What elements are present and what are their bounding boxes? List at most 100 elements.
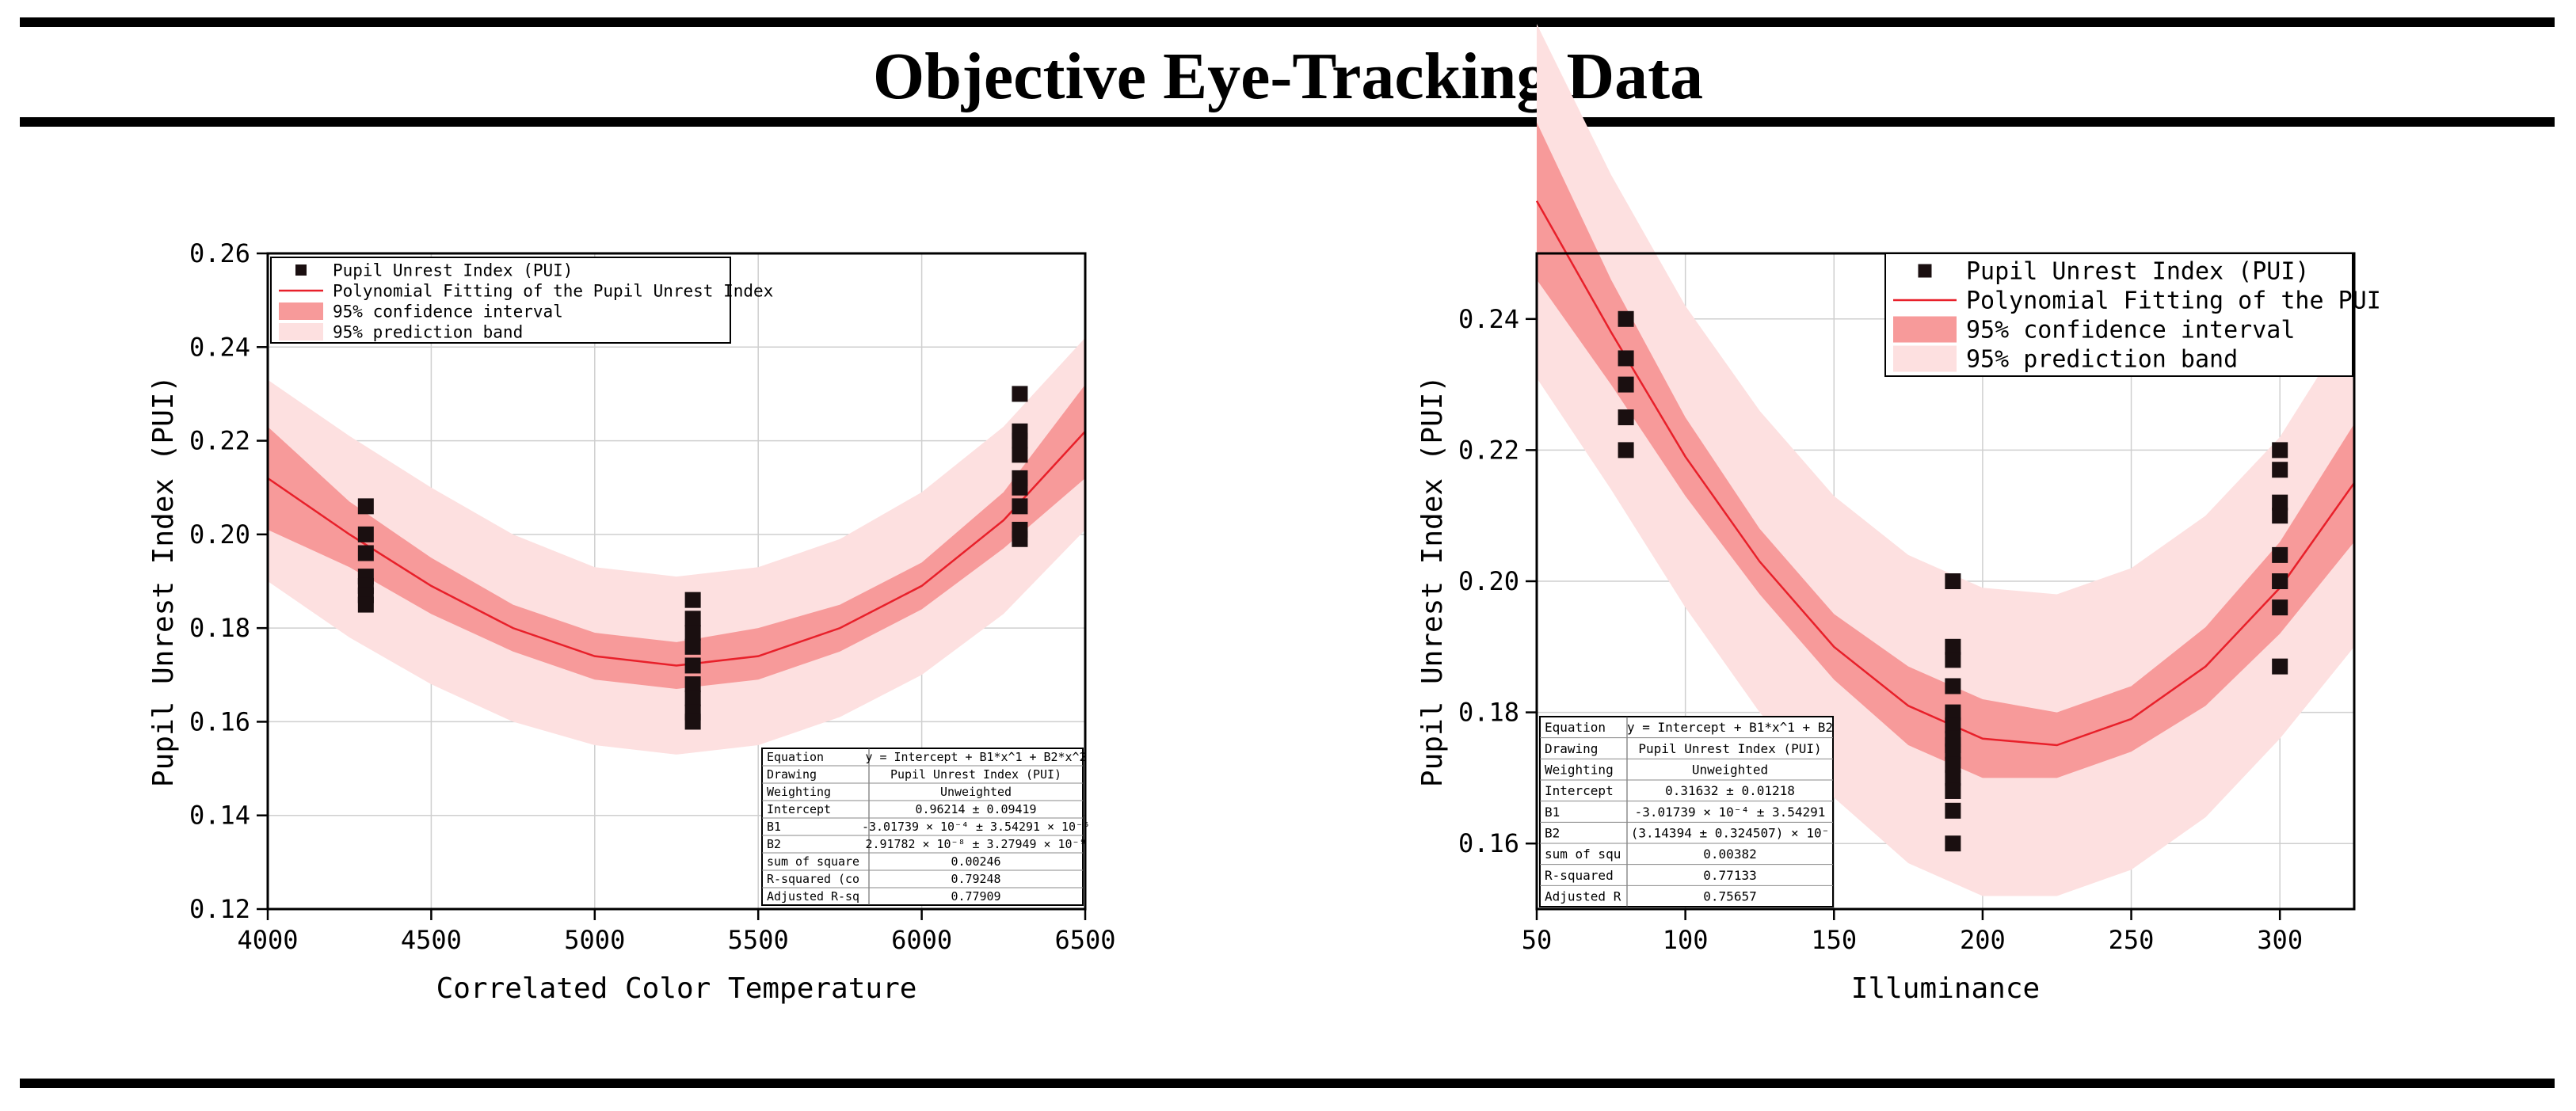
x-tick-label: 200 — [1960, 925, 2006, 955]
legend-label: Polynomial Fitting of the Pupil Unrest I… — [333, 281, 773, 300]
prediction-band — [268, 337, 1085, 755]
legend-label: 95% confidence interval — [1966, 317, 2295, 344]
stats-value: y = Intercept + B1*x^1 + B2 — [1627, 720, 1833, 735]
legend-label: Polynomial Fitting of the PUI — [1966, 287, 2381, 315]
stats-label: Weighting — [767, 785, 831, 799]
fit-layers — [268, 337, 1085, 755]
data-points — [357, 386, 1028, 730]
data-point — [1618, 350, 1634, 367]
x-axis-title: Correlated Color Temperature — [436, 972, 917, 1005]
stats-label: Drawing — [767, 767, 817, 782]
y-tick-label: 0.14 — [189, 801, 250, 831]
y-tick-label: 0.20 — [189, 519, 250, 550]
x-tick-label: 150 — [1811, 925, 1857, 955]
chart-illuminance: 50 100 150 200 250 300 0.16 0.18 0.20 0.22 0.24 Ill… — [1416, 24, 2381, 1005]
data-point — [1012, 447, 1028, 463]
stats-value: 2.91782 × 10⁻⁸ ± 3.27949 × 10⁻⁹ — [865, 837, 1086, 851]
x-tick-label: 4500 — [401, 925, 462, 955]
stats-label: B2 — [1545, 826, 1560, 841]
x-tick-label: 5000 — [564, 925, 625, 955]
stats-table: Equation y = Intercept + B1*x^1 + B2 Drawi… — [1539, 716, 1834, 907]
x-tick-label: 4000 — [237, 925, 298, 955]
data-point — [2272, 599, 2288, 616]
stats-table-frame — [1539, 716, 1834, 907]
stats-value: 0.31632 ± 0.01218 — [1665, 783, 1795, 798]
legend-swatch-confidence — [1893, 316, 1957, 343]
data-point — [1945, 737, 1961, 753]
y-tick-label: 0.24 — [1458, 304, 1519, 334]
x-tick-label: 6000 — [891, 925, 952, 955]
data-point — [1012, 531, 1028, 547]
bottom-rule — [20, 1079, 2555, 1088]
stats-value: Unweighted — [1692, 763, 1768, 778]
y-axis-title: Pupil Unrest Index (PUI) — [147, 375, 180, 787]
y-tick-label: 0.20 — [1458, 566, 1519, 596]
data-point — [357, 498, 374, 515]
data-point — [1945, 678, 1961, 694]
stats-label: Intercept — [767, 802, 831, 816]
data-point — [684, 657, 701, 674]
plot-frame — [266, 252, 1087, 911]
legend: Pupil Unrest Index (PUI)Polynomial Fitti… — [1884, 253, 2381, 377]
data-point — [357, 596, 374, 613]
data-point — [2272, 494, 2288, 511]
stats-label: Equation — [1545, 720, 1606, 735]
y-tick-label: 0.18 — [189, 613, 250, 643]
x-tick-label: 300 — [2257, 925, 2303, 955]
stats-value: (3.14394 ± 0.324507) × 10⁻ — [1631, 826, 1829, 841]
legend-label: Pupil Unrest Index (PUI) — [1966, 258, 2309, 286]
legend-swatch-prediction — [1893, 345, 1957, 372]
stats-label: Adjusted R — [1545, 889, 1621, 904]
data-points — [1618, 310, 2288, 852]
stats-value: 0.77133 — [1703, 868, 1756, 883]
x-tick-label: 50 — [1522, 925, 1553, 955]
data-point — [2272, 573, 2288, 589]
data-point — [2272, 462, 2288, 478]
data-point — [1945, 704, 1961, 721]
data-point — [684, 713, 701, 730]
stats-label: B1 — [1545, 805, 1560, 820]
stats-value: -3.01739 × 10⁻⁴ ± 3.54291 — [1635, 805, 1826, 820]
y-axis-title: Pupil Unrest Index (PUI) — [1416, 375, 1449, 787]
tick-labels: 4000 4500 5000 5500 6000 6500 0.12 0.14 0.16 0.18… — [189, 238, 1116, 955]
data-point — [1945, 802, 1961, 819]
y-tick-label: 0.22 — [189, 426, 250, 456]
stats-value: Unweighted — [940, 785, 1012, 799]
stats-label: Weighting — [1545, 763, 1614, 778]
chart-cct: 4000 4500 5000 5500 6000 6500 0.12 0.14 0.16 0.18… — [147, 238, 1116, 1005]
y-tick-label: 0.24 — [189, 332, 250, 362]
y-tick-label: 0.16 — [1458, 828, 1519, 858]
x-axis-title: Illuminance — [1851, 972, 2040, 1005]
stats-label: Adjusted R-sq — [767, 889, 859, 904]
y-tick-label: 0.18 — [1458, 698, 1519, 728]
stats-label: Intercept — [1545, 783, 1614, 798]
top-rule — [20, 17, 2555, 27]
stats-label: Equation — [767, 750, 824, 764]
confidence-band — [268, 384, 1085, 690]
stats-label: R-squared (co — [767, 872, 859, 886]
y-tick-label: 0.16 — [189, 706, 250, 736]
legend-label: 95% prediction band — [333, 322, 523, 341]
x-tick-label: 100 — [1663, 925, 1709, 955]
y-tick-label: 0.22 — [1458, 435, 1519, 465]
stats-label: B1 — [767, 820, 781, 834]
stats-value: 0.77909 — [951, 889, 1000, 904]
legend-swatch-points — [295, 264, 307, 276]
stats-value: -3.01739 × 10⁻⁴ ± 3.54291 × 10⁻⁵ — [862, 820, 1090, 834]
data-point — [1945, 717, 1961, 734]
data-point — [684, 676, 701, 693]
data-point — [2272, 658, 2288, 675]
data-point — [1945, 782, 1961, 799]
data-point — [2272, 508, 2288, 524]
data-point — [1945, 652, 1961, 668]
stats-value: 0.00382 — [1703, 847, 1756, 862]
stats-value: Pupil Unrest Index (PUI) — [1638, 741, 1821, 756]
stats-table-frame — [761, 748, 1084, 906]
legend-swatch-prediction — [279, 323, 323, 341]
x-tick-label: 5500 — [728, 925, 789, 955]
stats-value: 0.79248 — [951, 872, 1000, 886]
data-point — [1012, 386, 1028, 402]
data-point — [1012, 432, 1028, 449]
stats-value: Pupil Unrest Index (PUI) — [890, 767, 1061, 782]
